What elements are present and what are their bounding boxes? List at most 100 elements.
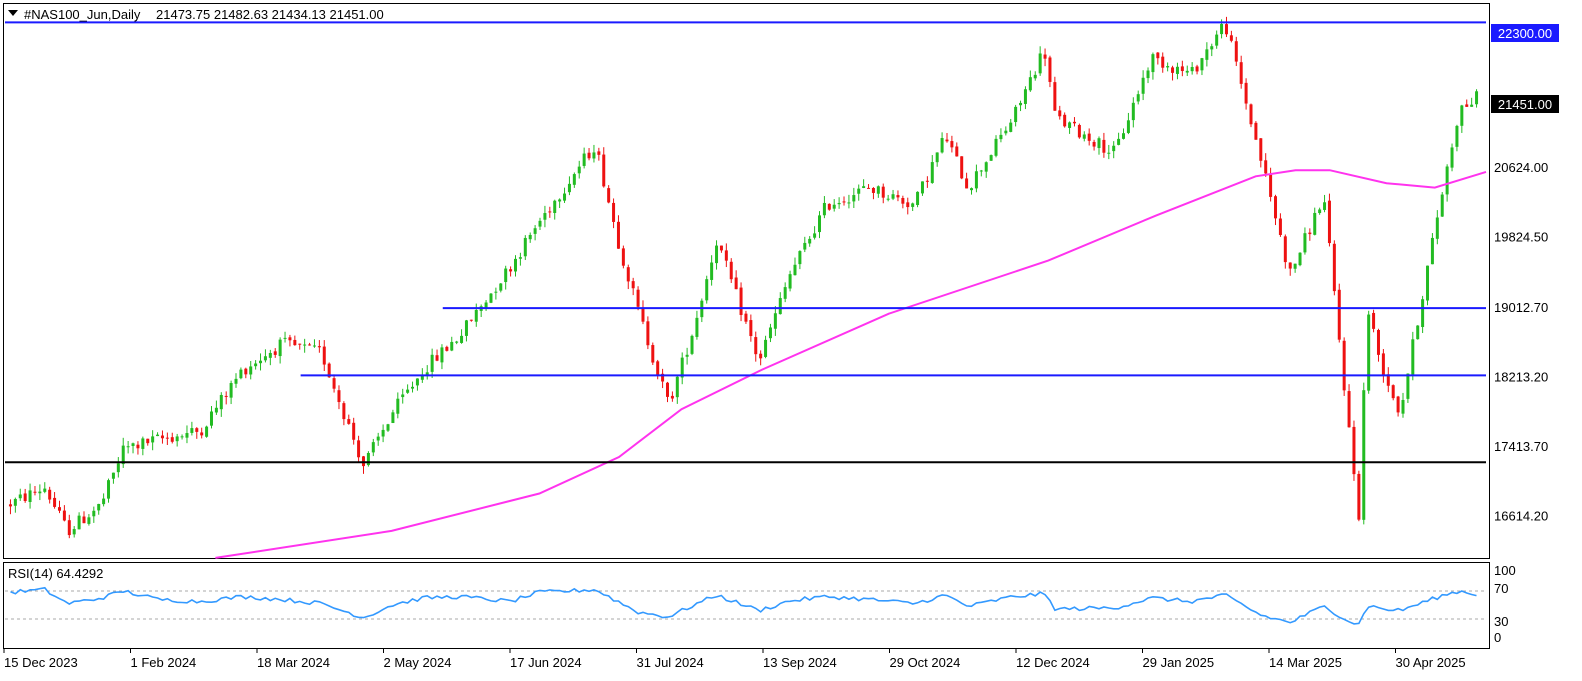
x-tick-label: 12 Dec 2024 (1016, 655, 1090, 670)
candle-body (455, 341, 459, 343)
candle-body (141, 438, 145, 449)
candle-body (656, 361, 660, 375)
candle-body (1421, 299, 1425, 328)
candle-body (268, 352, 272, 358)
candle-body (13, 498, 17, 506)
x-tick-label: 1 Feb 2024 (131, 655, 197, 670)
candle-body (87, 517, 91, 524)
candle-body (1092, 141, 1096, 147)
candle-body (175, 436, 179, 442)
candle-body (1058, 110, 1062, 117)
candle-body (1440, 194, 1444, 217)
candle-body (930, 162, 934, 183)
horizontal-levels (5, 21, 1486, 464)
candle-body (925, 180, 929, 182)
candle-body (715, 245, 719, 264)
candle-body (1455, 125, 1459, 147)
x-tick-label: 29 Oct 2024 (890, 655, 961, 670)
candle-body (48, 489, 52, 500)
candle-body (1381, 353, 1385, 376)
candle-body (1151, 54, 1155, 73)
candle-body (1465, 104, 1469, 107)
rsi-level-0: 0 (1494, 630, 1501, 645)
candle-body (1264, 160, 1268, 174)
candle-body (391, 412, 395, 424)
candle-body (396, 398, 400, 414)
candle-body (371, 442, 375, 453)
candle-body (1004, 130, 1008, 134)
candle-body (847, 202, 851, 204)
candle-body (332, 378, 336, 389)
candle-body (440, 347, 444, 363)
candle-body (293, 339, 297, 346)
candle-body (484, 302, 488, 308)
candle-body (185, 433, 189, 438)
rsi-level-lines (5, 590, 1486, 620)
candle-body (803, 242, 807, 250)
candle-body (1234, 41, 1238, 62)
candle-body (209, 411, 213, 426)
candle-body (744, 313, 748, 322)
candle-body (1185, 70, 1189, 73)
candle-body (1426, 265, 1430, 301)
candle-body (719, 245, 723, 251)
candle-body (1332, 243, 1336, 292)
candle-body (974, 171, 978, 189)
candle-body (361, 456, 365, 467)
candle-body (871, 187, 875, 193)
candle-body (406, 389, 410, 393)
collapse-triangle-icon[interactable] (8, 10, 18, 16)
candle-body (1009, 122, 1013, 132)
candle-body (906, 202, 910, 208)
candle-body (616, 221, 620, 249)
candle-body (97, 503, 101, 511)
candle-body (57, 507, 61, 511)
candle-body (229, 383, 233, 398)
candle-body (67, 520, 71, 536)
candle-body (1445, 166, 1449, 195)
candle-body (1347, 391, 1351, 428)
candle-body (1376, 330, 1380, 355)
candle-body (587, 152, 591, 159)
candle-body (675, 376, 679, 398)
candle-body (347, 419, 351, 424)
candle-body (1470, 104, 1474, 107)
candle-body (764, 339, 768, 357)
candle-body (641, 307, 645, 322)
candle-body (474, 309, 478, 322)
candle-body (808, 238, 812, 244)
candle-body (1161, 56, 1165, 68)
candle-body (1220, 23, 1224, 35)
candle-body (278, 339, 282, 357)
candle-body (1327, 200, 1331, 244)
candle-body (881, 186, 885, 198)
candle-body (205, 426, 209, 437)
candle-body (916, 191, 920, 206)
candle-body (999, 134, 1003, 140)
candle-body (1122, 133, 1126, 139)
candle-body (891, 194, 895, 199)
candle-body (680, 357, 684, 378)
candle-body (739, 287, 743, 315)
candle-body (1156, 52, 1160, 59)
y-tick-label: 19012.70 (1494, 300, 1548, 315)
candle-body (1063, 114, 1067, 127)
candle-body (18, 494, 22, 499)
candle-body (312, 345, 316, 347)
candle-body (960, 156, 964, 179)
candle-body (1097, 138, 1101, 149)
candle-body (263, 356, 267, 361)
candle-body (420, 375, 424, 380)
candle-body (357, 440, 361, 458)
candle-body (1053, 82, 1057, 111)
candle-body (464, 320, 468, 336)
candle-body (1023, 89, 1027, 104)
candle-body (651, 345, 655, 363)
candle-body (1033, 74, 1037, 79)
candle-body (685, 354, 689, 357)
candle-body (425, 372, 429, 377)
candle-body (1318, 209, 1322, 214)
candle-body (710, 262, 714, 280)
candle-body (920, 181, 924, 194)
candle-body (533, 228, 537, 234)
